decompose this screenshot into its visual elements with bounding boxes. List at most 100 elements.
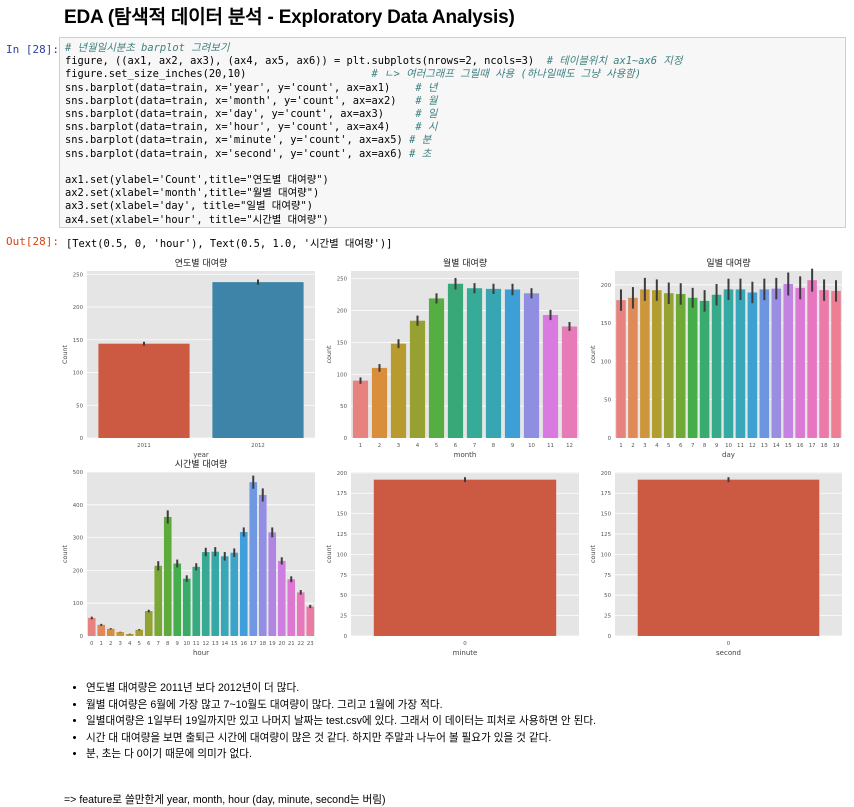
x-tick-label: 0 <box>463 641 467 647</box>
y-tick-label: 200 <box>73 305 84 311</box>
x-tick-label: 4 <box>416 443 420 449</box>
bar <box>466 288 483 438</box>
y-tick-label: 100 <box>73 601 84 607</box>
x-tick-label: 12 <box>202 641 209 647</box>
y-tick-label: 150 <box>601 321 612 327</box>
x-tick-label: 12 <box>566 443 573 449</box>
y-tick-label: 100 <box>337 552 348 558</box>
subplot-6: 0 25 50 75 100 125 150 175 200 0 second count <box>589 471 842 657</box>
x-tick-label: 10 <box>183 641 190 647</box>
chart-title: 시간별 대여량 <box>175 458 228 470</box>
code-comment: # 월 <box>415 94 438 107</box>
bar <box>819 290 829 438</box>
x-axis-label: hour <box>193 649 209 657</box>
y-tick-label: 500 <box>73 470 84 476</box>
bar <box>640 289 650 438</box>
y-tick-label: 150 <box>73 338 84 344</box>
bar <box>504 289 521 438</box>
list-item: 분, 초는 다 0이기 때문에 의미가 없다. <box>86 746 596 763</box>
bar <box>447 283 464 438</box>
x-tick-label: 19 <box>269 641 276 647</box>
code-editor[interactable]: # 년월일시분초 barplot 그려보기 figure, ((ax1, ax2… <box>65 42 682 227</box>
x-tick-label: 0 <box>90 641 94 647</box>
x-tick-label: 5 <box>435 443 438 449</box>
output-text: [Text(0.5, 0, 'hour'), Text(0.5, 1.0, '시… <box>66 238 393 250</box>
bar <box>211 551 220 636</box>
x-tick-label: 14 <box>773 443 780 449</box>
x-tick-label: 0 <box>727 641 731 647</box>
code-line: sns.barplot(data=train, x='year', y='cou… <box>65 81 391 94</box>
code-cell[interactable]: # 년월일시분초 barplot 그려보기 figure, ((ax1, ax2… <box>59 37 846 228</box>
y-tick-label: 125 <box>601 532 611 538</box>
x-tick-label: 6 <box>147 641 151 647</box>
x-tick-label: 17 <box>809 443 816 449</box>
code-line: sns.barplot(data=train, x='minute', y='c… <box>65 134 403 147</box>
bar <box>173 563 182 636</box>
x-tick-label: 4 <box>128 641 132 647</box>
y-tick-label: 250 <box>73 272 84 278</box>
bar <box>409 320 426 438</box>
x-axis-label: day <box>722 451 735 459</box>
y-axis-label: count <box>61 544 69 563</box>
x-tick-label: 8 <box>166 641 170 647</box>
x-tick-label: 13 <box>761 443 768 449</box>
bar <box>258 494 267 636</box>
x-tick-label: 23 <box>307 641 314 647</box>
y-axis-label: count <box>325 544 333 563</box>
code-comment: # 초 <box>409 147 432 160</box>
code-comment: # ㄴ> 여러그래프 그릴때 사용 (하나일때도 그냥 사용함) <box>371 68 642 81</box>
y-axis-label: count <box>589 544 597 563</box>
code-line: ax1.set(ylabel='Count',title="연도별 대여량") <box>65 174 329 187</box>
y-tick-label: 200 <box>337 309 348 315</box>
y-tick-label: 100 <box>73 371 84 377</box>
bar <box>287 579 296 636</box>
x-tick-label: 14 <box>221 641 228 647</box>
x-tick-label: 2011 <box>137 443 151 449</box>
bar <box>561 326 578 438</box>
bar <box>106 628 115 636</box>
x-tick-label: 8 <box>492 443 496 449</box>
bar <box>154 565 163 636</box>
y-axis-label: count <box>589 345 597 364</box>
code-comment: # 일 <box>415 108 438 121</box>
x-tick-label: 6 <box>454 443 458 449</box>
x-tick-label: 5 <box>667 443 670 449</box>
y-tick-label: 400 <box>73 503 84 509</box>
bar <box>87 617 96 636</box>
code-comment: # 테이블위치 ax1~ax6 지정 <box>546 55 683 68</box>
bar <box>747 292 758 438</box>
bar <box>201 552 210 636</box>
y-tick-label: 200 <box>601 283 612 289</box>
x-tick-label: 1 <box>619 443 622 449</box>
bar <box>97 624 106 636</box>
bar <box>735 289 746 438</box>
bar <box>98 343 190 438</box>
y-tick-label: 50 <box>340 404 347 410</box>
bar <box>144 611 153 636</box>
bar <box>428 298 445 438</box>
list-item: 시간 대 대여량을 보면 출퇴근 시간에 대여량이 많은 것 같다. 하지만 주… <box>86 730 596 747</box>
x-tick-label: 2 <box>109 641 112 647</box>
x-tick-label: 5 <box>138 641 141 647</box>
bar <box>523 293 540 438</box>
x-tick-label: 18 <box>821 443 828 449</box>
input-prompt: In [28]: <box>6 43 59 56</box>
y-tick-label: 175 <box>337 491 347 497</box>
y-tick-label: 0 <box>608 436 612 442</box>
x-tick-label: 10 <box>528 443 535 449</box>
observation-list: 연도별 대여량은 2011년 보다 2012년이 더 많다. 월별 대여량은 6… <box>72 680 596 763</box>
bar <box>616 300 626 438</box>
y-tick-label: 150 <box>337 340 348 346</box>
x-tick-label: 22 <box>297 641 304 647</box>
x-tick-label: 2 <box>378 443 381 449</box>
bar <box>163 516 172 636</box>
bar <box>723 289 734 438</box>
x-tick-label: 9 <box>511 443 515 449</box>
y-tick-label: 125 <box>337 532 347 538</box>
bar <box>637 479 820 636</box>
code-comment: # 분 <box>409 134 432 147</box>
y-tick-label: 0 <box>344 436 348 442</box>
x-tick-label: 9 <box>715 443 719 449</box>
